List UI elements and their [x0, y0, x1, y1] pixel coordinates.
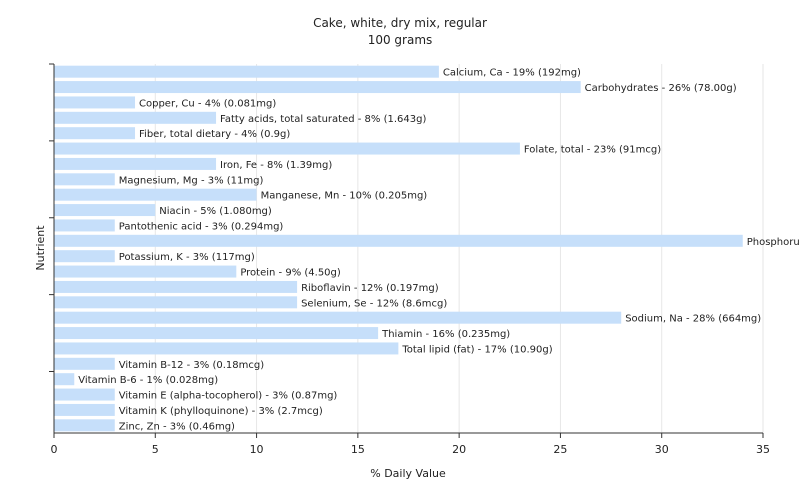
bar	[54, 265, 237, 278]
bar-label: Fatty acids, total saturated - 8% (1.643…	[220, 114, 426, 125]
chart-subtitle: 100 grams	[368, 33, 433, 47]
x-tick-label: 15	[351, 443, 365, 456]
bar-label: Fiber, total dietary - 4% (0.9g)	[139, 129, 290, 140]
gridlines	[154, 64, 764, 433]
bar	[54, 250, 115, 263]
bar-label: Riboflavin - 12% (0.197mg)	[301, 283, 439, 294]
bar	[54, 388, 115, 401]
x-tick-label: 20	[452, 443, 466, 456]
bar	[54, 342, 399, 355]
x-tick-label: 10	[250, 443, 264, 456]
bar-label: Thiamin - 16% (0.235mg)	[381, 329, 510, 340]
bar	[54, 280, 298, 293]
bar-labels-group: Calcium, Ca - 19% (192mg) Carbohydrates -…	[78, 68, 800, 433]
bar	[54, 219, 115, 232]
bar-label: Magnesium, Mg - 3% (11mg)	[119, 175, 264, 186]
bar	[54, 311, 622, 324]
bar-label: Pantothenic acid - 3% (0.294mg)	[119, 221, 284, 232]
y-axis-label: Nutrient	[34, 225, 47, 271]
bar-label: Potassium, K - 3% (117mg)	[119, 252, 255, 263]
x-ticks-group: 0 5 10 15 20 25 30 35	[51, 433, 770, 456]
x-axis-label: % Daily Value	[370, 467, 446, 480]
bars-group	[54, 65, 743, 432]
bar-label: Folate, total - 23% (91mcg)	[524, 145, 661, 156]
bar-label: Phosphorus, P - 34% (337mg)	[747, 237, 800, 248]
chart-title: Cake, white, dry mix, regular	[313, 16, 487, 30]
bar	[54, 173, 115, 186]
bar	[54, 142, 520, 155]
bar	[54, 81, 581, 94]
bar	[54, 373, 75, 386]
bar	[54, 157, 217, 170]
x-tick-label: 0	[51, 443, 58, 456]
bar-label: Total lipid (fat) - 17% (10.90g)	[401, 344, 552, 355]
bar-label: Copper, Cu - 4% (0.081mg)	[139, 98, 276, 109]
axes-group	[49, 63, 763, 434]
bar-label: Selenium, Se - 12% (8.6mcg)	[301, 298, 447, 309]
bar	[54, 296, 298, 309]
bar-label: Vitamin B-12 - 3% (0.18mcg)	[119, 360, 264, 371]
bar	[54, 204, 156, 217]
x-tick-label: 30	[655, 443, 669, 456]
x-tick-label: 5	[152, 443, 159, 456]
x-tick-label: 25	[553, 443, 567, 456]
bar	[54, 357, 115, 370]
bar	[54, 188, 257, 201]
bar-label: Carbohydrates - 26% (78.00g)	[585, 83, 737, 94]
bar	[54, 403, 115, 416]
bar-label: Niacin - 5% (1.080mg)	[159, 206, 272, 217]
bar-label: Zinc, Zn - 3% (0.46mg)	[119, 421, 235, 432]
x-tick-label: 35	[756, 443, 770, 456]
bar-label: Sodium, Na - 28% (664mg)	[625, 314, 761, 325]
bar	[54, 419, 115, 432]
bar-label: Vitamin K (phylloquinone) - 3% (2.7mcg)	[119, 406, 323, 417]
bar	[54, 234, 743, 247]
bar	[54, 111, 217, 124]
bar	[54, 327, 379, 340]
bar-label: Vitamin E (alpha-tocopherol) - 3% (0.87m…	[119, 391, 338, 402]
bar-label: Iron, Fe - 8% (1.39mg)	[220, 160, 332, 171]
bar-label: Manganese, Mn - 10% (0.205mg)	[261, 191, 428, 202]
bar-label: Calcium, Ca - 19% (192mg)	[443, 68, 581, 79]
bar-label: Protein - 9% (4.50g)	[240, 268, 341, 279]
bar	[54, 96, 136, 109]
bar	[54, 65, 439, 78]
bar-label: Vitamin B-6 - 1% (0.028mg)	[78, 375, 218, 386]
bar	[54, 127, 136, 140]
